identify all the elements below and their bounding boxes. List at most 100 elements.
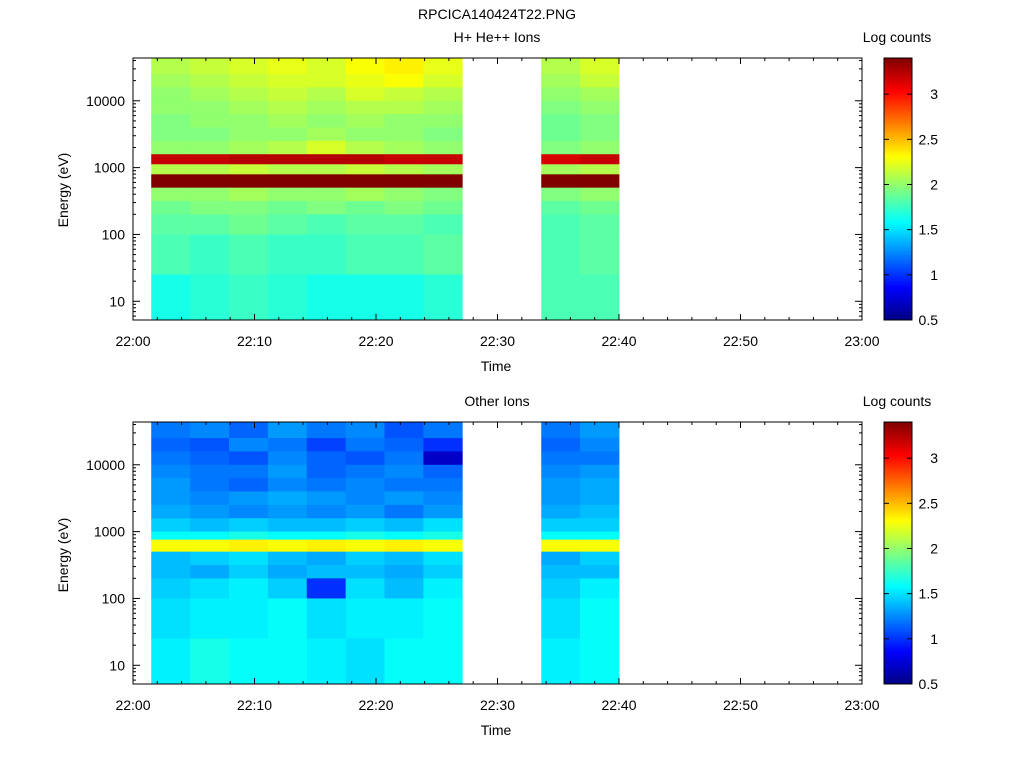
colorbar-segment (884, 594, 912, 598)
heatmap-cell (151, 58, 191, 75)
heatmap-cell (423, 127, 463, 142)
colorbar-segment (884, 522, 912, 526)
heatmap-cell (541, 504, 581, 519)
heatmap-cell (345, 127, 385, 142)
heatmap-cell (190, 154, 230, 165)
colorbar-segment (884, 677, 912, 681)
colorbar-segment (884, 291, 912, 295)
heatmap-cell (228, 87, 269, 102)
heatmap-cell (267, 518, 308, 533)
heatmap-cell (384, 201, 424, 215)
heatmap-cell (423, 422, 463, 439)
colorbar-segment (884, 557, 912, 561)
heatmap-cell (190, 531, 230, 541)
colorbar-segment (884, 585, 912, 589)
heatmap-cell (345, 100, 385, 115)
colorbar-segment (884, 596, 912, 600)
heatmap-cell (267, 578, 308, 599)
colorbar-segment (884, 208, 912, 212)
colorbar-segment (884, 504, 912, 508)
colorbar-segment (884, 620, 912, 624)
colorbar-segment (884, 223, 912, 227)
heatmap-cell (541, 518, 581, 533)
colorbar-segment (884, 182, 912, 186)
heatmap-cell (541, 87, 581, 102)
colorbar-segment (884, 601, 912, 604)
colorbar-segment (884, 494, 912, 497)
colorbar-segment (884, 428, 912, 432)
colorbar-segment (884, 535, 912, 539)
heatmap-cell (384, 518, 424, 533)
colorbar-segment (884, 311, 912, 314)
heatmap-cell (151, 565, 191, 579)
heatmap-cell (151, 100, 191, 115)
panel-title: Other Ions (464, 393, 529, 409)
heatmap-cell (228, 451, 269, 466)
heatmap-cell (228, 565, 269, 579)
colorbar-segment (884, 127, 912, 131)
heatmap-cell (384, 274, 424, 321)
heatmap-cell (345, 531, 385, 541)
colorbar-segment (884, 269, 912, 273)
colorbar-segment (884, 618, 912, 622)
heatmap-cell (423, 531, 463, 541)
heatmap-cell (345, 140, 385, 155)
heatmap-cell (228, 478, 269, 492)
colorbar-segment (884, 662, 912, 665)
colorbar-segment (884, 295, 912, 299)
heatmap-cell (267, 140, 308, 155)
heatmap-cell (541, 274, 581, 321)
heatmap-cell (228, 127, 269, 142)
heatmap-cell (151, 274, 191, 321)
colorbar-segment (884, 467, 912, 471)
heatmap-cell (228, 234, 269, 275)
heatmap-cell (190, 234, 230, 275)
heatmap-cell (541, 464, 581, 479)
colorbar-segment (884, 276, 912, 280)
heatmap-cell (267, 598, 308, 639)
heatmap-cell (423, 87, 463, 102)
colorbar-segment (884, 293, 912, 297)
colorbar-segment (884, 607, 912, 611)
heatmap-cell (580, 140, 620, 155)
colorbar-segment (884, 162, 912, 166)
heatmap-cell (384, 58, 424, 75)
heatmap-cell (306, 174, 347, 189)
heatmap-cell (190, 578, 230, 599)
heatmap-cell (384, 87, 424, 102)
colorbar-segment (884, 171, 912, 175)
colorbar-segment (884, 88, 912, 92)
colorbar-segment (884, 119, 912, 122)
colorbar-segment (884, 285, 912, 288)
heatmap-cell (384, 638, 424, 685)
colorbar-segment (884, 531, 912, 534)
heatmap-cell (384, 100, 424, 115)
colorbar-segment (884, 82, 912, 85)
colorbar-segment (884, 526, 912, 530)
colorbar-segment (884, 670, 912, 674)
colorbar-segment (884, 542, 912, 545)
heatmap-cell (190, 504, 230, 519)
heatmap-cell (580, 438, 620, 452)
heatmap-cell (423, 234, 463, 275)
heatmap-cell (345, 491, 385, 506)
heatmap-cell (306, 491, 347, 506)
colorbar-segment (884, 629, 912, 633)
heatmap-cell (384, 478, 424, 492)
heatmap-cell (228, 422, 269, 439)
heatmap-cell (384, 578, 424, 599)
heatmap-cell (423, 478, 463, 492)
colorbar-segment (884, 625, 912, 628)
heatmap-cell (190, 114, 230, 128)
heatmap-cell (228, 74, 269, 88)
heatmap-cell (306, 234, 347, 275)
heatmap-cell (228, 464, 269, 479)
heatmap-cell (423, 214, 463, 235)
colorbar-segment (884, 169, 912, 173)
colorbar-segment (884, 258, 912, 262)
heatmap-cell (384, 187, 424, 202)
heatmap-cell (423, 438, 463, 452)
heatmap-cell (228, 598, 269, 639)
heatmap-cell (384, 531, 424, 541)
colorbar-segment (884, 239, 912, 242)
